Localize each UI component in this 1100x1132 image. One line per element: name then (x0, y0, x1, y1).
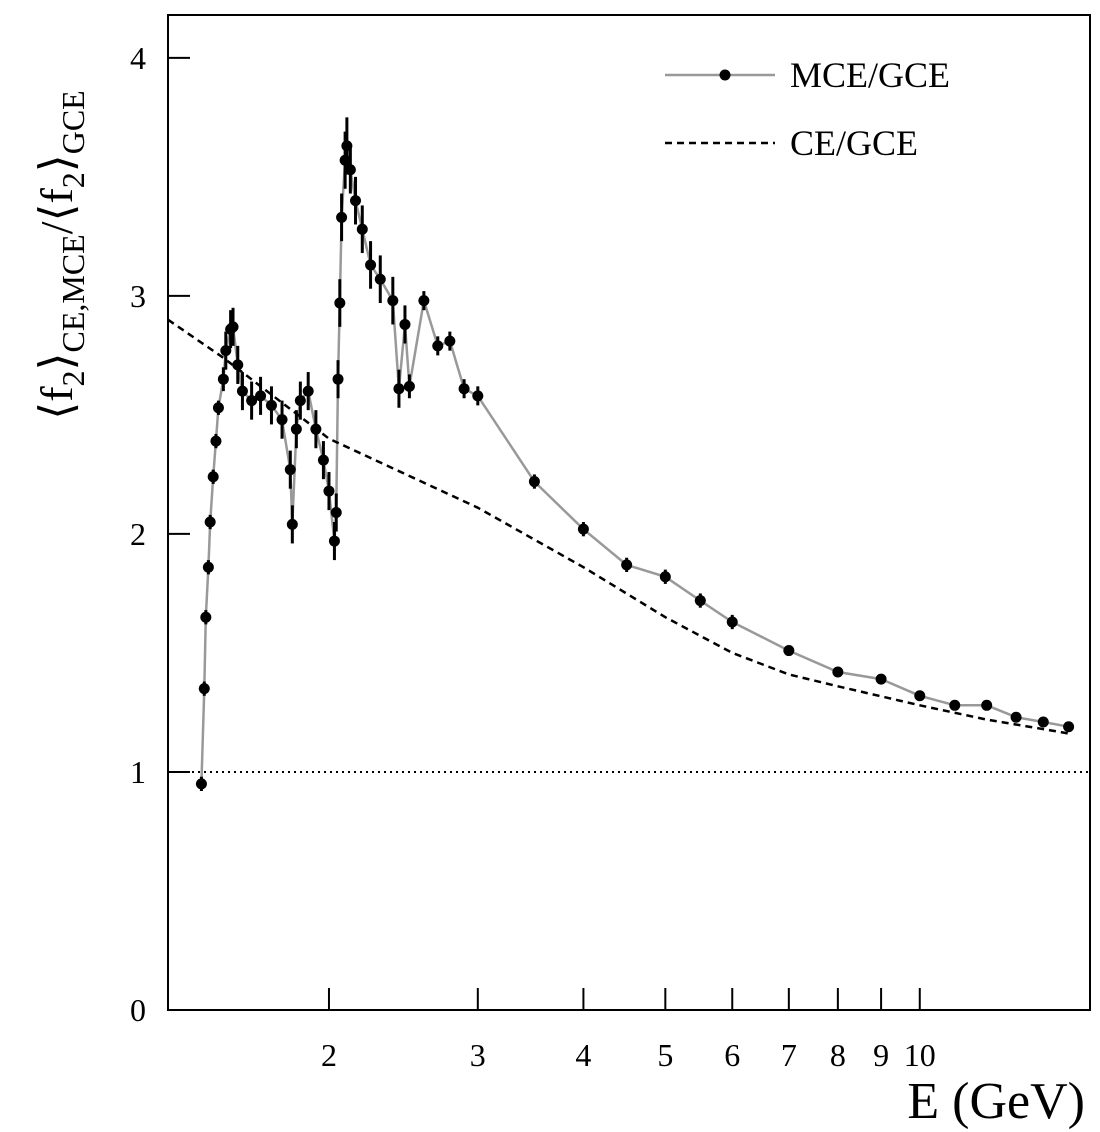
data-point (323, 485, 335, 497)
x-tick-label: 3 (470, 1037, 486, 1073)
data-point (302, 385, 314, 397)
x-axis-label: E (GeV) (907, 1073, 1085, 1130)
data-point (783, 645, 795, 657)
y-label-part: /⟨f (31, 188, 82, 235)
x-tick-label: 5 (657, 1037, 673, 1073)
data-point (294, 395, 306, 407)
data-point (350, 195, 362, 207)
series-line (200, 145, 1069, 784)
y-tick-label: 4 (130, 40, 146, 76)
data-point (290, 423, 302, 435)
data-point (332, 373, 344, 385)
y-label-part: GCE (55, 90, 91, 154)
data-point (472, 390, 484, 402)
series-line (167, 318, 1072, 736)
data-point (255, 390, 267, 402)
data-point (217, 373, 229, 385)
data-point (195, 778, 207, 790)
data-point (432, 340, 444, 352)
legend-marker (719, 69, 731, 81)
data-point (577, 523, 589, 535)
data-point (336, 211, 348, 223)
legend-label: MCE/GCE (790, 55, 950, 95)
data-point (334, 297, 346, 309)
data-point (914, 690, 926, 702)
data-point (204, 516, 216, 528)
y-label-part: CE,MCE (55, 234, 91, 352)
data-point (198, 683, 210, 695)
data-point (418, 295, 430, 307)
y-tick-label: 3 (130, 278, 146, 314)
data-point (694, 595, 706, 607)
data-point (212, 402, 224, 414)
y-label-part: 2 (55, 172, 91, 188)
data-point (356, 223, 368, 235)
data-point (387, 295, 399, 307)
data-point (832, 666, 844, 678)
data-point (276, 414, 288, 426)
data-point (1063, 721, 1075, 733)
y-label-part: ⟩ (31, 154, 82, 172)
data-point (949, 699, 961, 711)
data-point (458, 383, 470, 395)
x-tick-label: 7 (781, 1037, 797, 1073)
data-point (393, 383, 405, 395)
data-point (202, 561, 214, 573)
data-point (374, 273, 386, 285)
y-tick-label: 0 (130, 992, 146, 1028)
data-point (207, 471, 219, 483)
x-tick-label: 6 (724, 1037, 740, 1073)
data-point (403, 380, 415, 392)
y-label-part: ⟩ (31, 353, 82, 371)
data-point (200, 611, 212, 623)
data-point (265, 399, 277, 411)
y-label-part: 2 (55, 370, 91, 386)
y-label-part: ⟨f (31, 386, 82, 420)
data-point (621, 559, 633, 571)
data-point (286, 518, 298, 530)
data-point (659, 571, 671, 583)
data-point (399, 318, 411, 330)
data-point (344, 164, 356, 176)
x-tick-label: 9 (873, 1037, 889, 1073)
y-axis-label: ⟨f2⟩CE,MCE/⟨f2⟩GCE (31, 90, 91, 419)
data-point (220, 345, 232, 357)
data-point (875, 673, 887, 685)
data-point (317, 454, 329, 466)
data-point (1037, 716, 1049, 728)
data-point (1010, 711, 1022, 723)
data-point (210, 435, 222, 447)
data-point (284, 464, 296, 476)
x-tick-label: 4 (575, 1037, 591, 1073)
legend-label: CE/GCE (790, 123, 918, 163)
y-tick-label: 2 (130, 516, 146, 552)
data-point (328, 535, 340, 547)
x-tick-label: 2 (321, 1037, 337, 1073)
x-tick-label: 8 (830, 1037, 846, 1073)
data-point (246, 395, 258, 407)
y-tick-label: 1 (130, 754, 146, 790)
data-point (726, 616, 738, 628)
data-point (330, 507, 342, 518)
data-point (444, 335, 456, 347)
data-point (528, 476, 540, 488)
data-point (227, 321, 239, 333)
data-point (981, 699, 993, 711)
data-point (365, 259, 377, 271)
plot-frame (167, 14, 1091, 1011)
data-point (232, 359, 244, 371)
data-point (236, 385, 248, 397)
x-tick-label: 10 (904, 1037, 936, 1073)
